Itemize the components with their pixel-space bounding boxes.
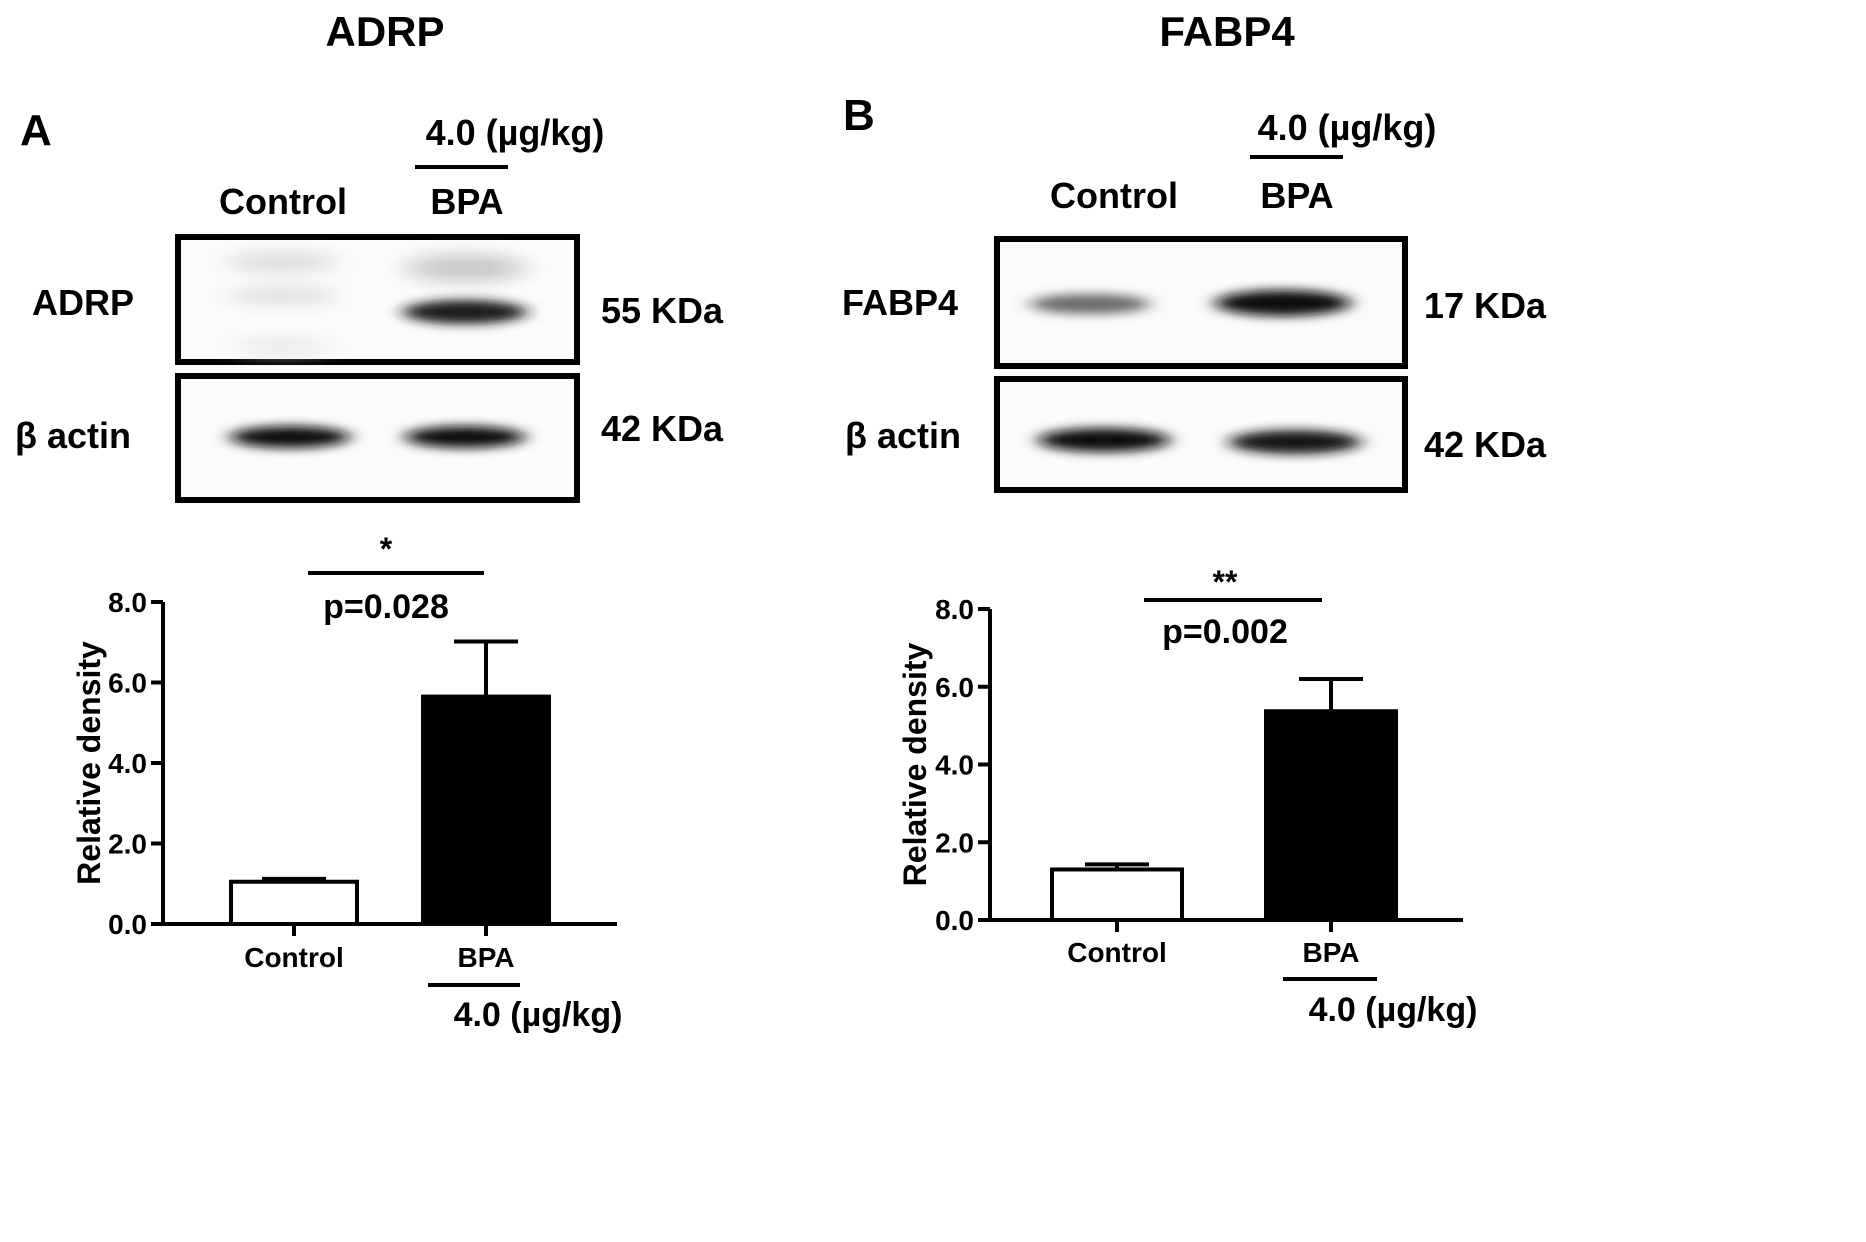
panel-b-bar-bpa — [1264, 709, 1398, 923]
panel-a-y-tick-label: 4.0 — [108, 748, 147, 779]
panel-a-letter: A — [20, 106, 52, 155]
panel-a: ADRP A 4.0 (µg/kg) Control BPA ADRP 55 K… — [15, 8, 724, 1034]
panel-b-y-tick-label: 8.0 — [935, 594, 974, 625]
panel-a-pvalue: p=0.028 — [323, 588, 449, 626]
panel-a-blot-actin — [175, 373, 580, 503]
panel-a-blot-label-actin: β actin — [15, 415, 131, 456]
panel-a-bar-bpa — [421, 694, 551, 927]
panel-b-title: FABP4 — [1159, 8, 1295, 55]
panel-b-bar-control — [1050, 867, 1184, 923]
panel-b-y-tick-label: 4.0 — [935, 750, 974, 781]
panel-a-bar-control — [229, 879, 359, 926]
panel-b-blot-actin — [994, 376, 1408, 493]
panel-b: FABP4 B 4.0 (µg/kg) Control BPA FABP4 17… — [842, 8, 1547, 1029]
panel-a-blot-adrp — [175, 234, 580, 365]
panel-a-significance-stars: * — [380, 531, 393, 567]
panel-b-blot-label-actin: β actin — [845, 415, 961, 456]
panel-a-x-tick-label: BPA — [457, 942, 514, 973]
panel-b-dose-label-bottom: 4.0 (µg/kg) — [1309, 991, 1478, 1029]
panel-b-y-axis-label: Relative density — [897, 642, 933, 886]
panel-b-y-tick-label: 0.0 — [935, 905, 974, 936]
panel-a-x-tick-label: Control — [244, 942, 344, 973]
panel-b-lane-label-bpa: BPA — [1260, 175, 1333, 216]
panel-b-x-tick-label: Control — [1067, 937, 1167, 968]
panel-a-lane-label-bpa: BPA — [430, 181, 503, 222]
panel-a-y-tick-label: 8.0 — [108, 587, 147, 618]
panel-b-letter: B — [843, 91, 875, 140]
panel-a-blot-label-adrp: ADRP — [32, 282, 134, 323]
panel-b-y-tick-label: 2.0 — [935, 827, 974, 858]
panel-b-dose-label-top: 4.0 (µg/kg) — [1258, 107, 1437, 148]
panel-a-blot-size-actin: 42 KDa — [601, 408, 724, 449]
panel-b-blot-size-actin: 42 KDa — [1424, 424, 1547, 465]
panel-b-blot-label-fabp4: FABP4 — [842, 282, 958, 323]
panel-b-pvalue: p=0.002 — [1162, 613, 1288, 651]
panel-b-lane-label-control: Control — [1050, 175, 1178, 216]
panel-a-title: ADRP — [325, 8, 444, 55]
panel-a-blot-size-adrp: 55 KDa — [601, 290, 724, 331]
panel-b-significance-stars: ** — [1213, 564, 1238, 600]
panel-a-y-tick-label: 0.0 — [108, 909, 147, 940]
panel-a-lane-label-control: Control — [219, 181, 347, 222]
panel-a-y-tick-label: 6.0 — [108, 668, 147, 699]
panel-a-y-axis-label: Relative density — [71, 641, 107, 885]
panel-a-y-tick-label: 2.0 — [108, 829, 147, 860]
panel-a-dose-label-top: 4.0 (µg/kg) — [426, 112, 605, 153]
panel-a-dose-label-bottom: 4.0 (µg/kg) — [454, 996, 623, 1034]
panel-b-x-tick-label: BPA — [1302, 937, 1359, 968]
panel-b-blot-size-fabp4: 17 KDa — [1424, 285, 1547, 326]
panel-b-y-tick-label: 6.0 — [935, 672, 974, 703]
panel-b-blot-fabp4 — [994, 236, 1408, 369]
